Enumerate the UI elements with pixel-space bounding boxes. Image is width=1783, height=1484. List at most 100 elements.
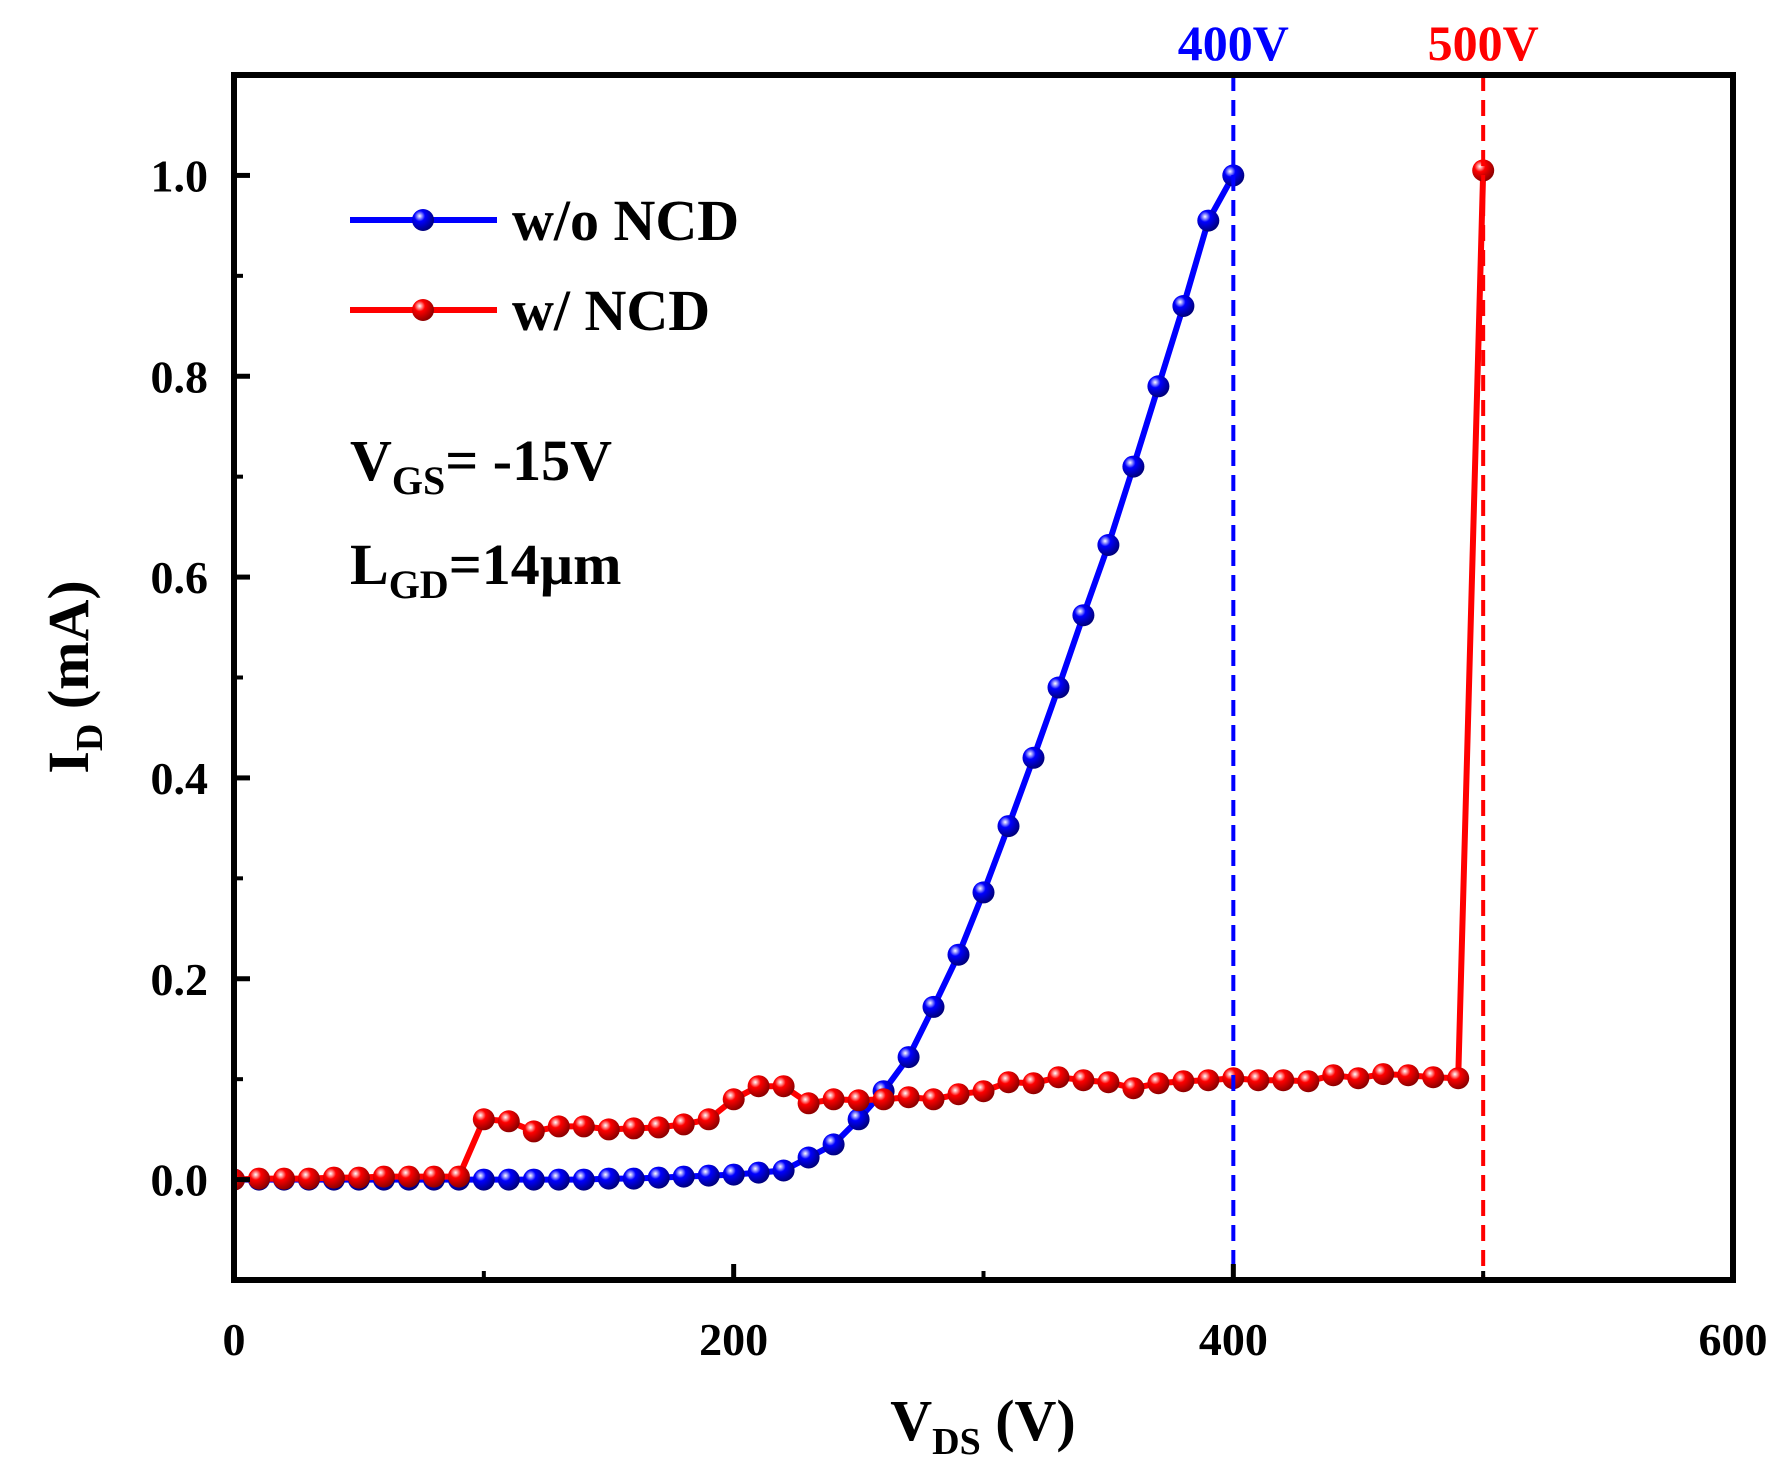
- y-axis-title-main: I: [36, 751, 101, 774]
- series-2-point: [397, 1165, 420, 1188]
- series-2-point: [847, 1089, 870, 1112]
- series-2-point: [697, 1108, 720, 1131]
- series-2-point: [772, 1075, 795, 1098]
- y-axis-title-unit: (mA): [36, 580, 101, 723]
- series-2-point: [897, 1086, 920, 1109]
- series-2-point: [1297, 1070, 1320, 1093]
- reference-line-label-500: 500V: [1428, 15, 1539, 71]
- x-tick-label: 200: [699, 1314, 768, 1365]
- series-line-1: [234, 173, 1236, 1183]
- series-2-point: [872, 1088, 895, 1111]
- series-layer: [234, 159, 1495, 1191]
- series-2-point: [822, 1088, 845, 1111]
- y-tick-label: 0.2: [151, 954, 209, 1005]
- series-1-point: [647, 1166, 670, 1189]
- series-2-point: [547, 1115, 570, 1138]
- series-1-point: [847, 1108, 870, 1131]
- legend-label: w/o NCD: [512, 188, 739, 253]
- series-1-point: [497, 1168, 520, 1191]
- series-2-point: [1272, 1069, 1295, 1092]
- reference-lines: 400V 500V: [1178, 15, 1539, 1280]
- series-1-point: [922, 995, 945, 1018]
- series-1-point: [472, 1168, 495, 1191]
- legend-label: w/ NCD: [512, 278, 710, 343]
- series-1-point: [1147, 375, 1170, 398]
- series-2-point: [597, 1118, 620, 1141]
- series-2-point: [1322, 1064, 1345, 1087]
- series-1-point: [822, 1133, 845, 1156]
- series-1-point: [722, 1163, 745, 1186]
- legend: w/o NCD w/ NCD: [350, 188, 739, 343]
- y-tick-label: 0.6: [151, 552, 209, 603]
- x-tick-label: 600: [1699, 1314, 1768, 1365]
- series-2-point: [722, 1088, 745, 1111]
- series-2-point: [422, 1165, 445, 1188]
- series-1-point: [1122, 455, 1145, 478]
- legend-swatch-marker: [412, 299, 434, 321]
- y-tick-label: 0.0: [151, 1155, 209, 1206]
- series-1-point: [1097, 534, 1120, 556]
- series-2-point: [447, 1165, 470, 1188]
- series-2-point: [972, 1080, 995, 1103]
- series-2-point: [572, 1115, 595, 1138]
- series-2-point: [1147, 1072, 1170, 1095]
- annotation-2: LGD=14µm: [350, 532, 621, 607]
- series-2-point: [472, 1108, 495, 1131]
- series-1-point: [772, 1159, 795, 1182]
- series-2-point: [1447, 1067, 1470, 1090]
- series-1-point: [947, 943, 970, 966]
- series-2-point: [1247, 1069, 1270, 1092]
- x-tick-label: 400: [1199, 1314, 1268, 1365]
- annotations: VGS= -15V LGD=14µm: [350, 428, 621, 607]
- series-1-point: [672, 1165, 695, 1188]
- series-1-point: [1172, 295, 1195, 317]
- series-2-point: [672, 1113, 695, 1136]
- series-line-2: [234, 170, 1487, 1183]
- y-axis-title-sub: D: [69, 724, 111, 751]
- series-1-point: [547, 1168, 570, 1191]
- series-1-point: [1047, 676, 1070, 699]
- series-1-point: [747, 1161, 770, 1184]
- series-2-point: [747, 1075, 770, 1098]
- series-2-point: [1047, 1066, 1070, 1089]
- series-2-point: [297, 1167, 320, 1190]
- x-axis-title-main: V: [890, 1388, 932, 1453]
- series-2-point: [322, 1166, 345, 1189]
- series-1-point: [1072, 604, 1095, 627]
- series-1-point: [1197, 209, 1220, 232]
- x-tick-label: 0: [223, 1314, 246, 1365]
- series-1-point: [797, 1146, 820, 1169]
- series-2-point: [1372, 1063, 1395, 1086]
- axis-ticks: 0 200 400 600 0.0 0.2 0.4 0.6 0.8 1.0: [151, 150, 1768, 1365]
- series-1-point: [1022, 746, 1045, 769]
- series-1-point: [697, 1164, 720, 1187]
- legend-swatch-marker: [412, 209, 434, 231]
- series-1-point: [997, 815, 1020, 838]
- reference-line-label-400: 400V: [1178, 15, 1289, 71]
- series-1-point: [597, 1167, 620, 1190]
- series-2-point: [922, 1088, 945, 1111]
- series-2-point: [497, 1110, 520, 1133]
- x-axis-title: VDS (V): [890, 1388, 1075, 1463]
- series-2-point: [1347, 1067, 1370, 1090]
- series-2-point: [1072, 1069, 1095, 1092]
- y-axis-title: ID (mA): [36, 580, 111, 773]
- series-1-point: [522, 1168, 545, 1191]
- series-2-point: [1122, 1077, 1145, 1100]
- series-1-point: [622, 1167, 645, 1190]
- y-tick-label: 0.8: [151, 351, 209, 402]
- series-2-point: [997, 1071, 1020, 1094]
- series-2-point: [347, 1166, 370, 1189]
- series-1-point: [897, 1046, 920, 1069]
- series-1-point: [572, 1168, 595, 1191]
- series-2-point: [1397, 1064, 1420, 1087]
- series-1-point: [972, 881, 995, 904]
- series-2-point: [622, 1117, 645, 1140]
- series-2-point: [947, 1083, 970, 1106]
- annotation-1: VGS= -15V: [350, 428, 612, 503]
- series-2-point: [1197, 1069, 1220, 1092]
- series-2-point: [1097, 1071, 1120, 1094]
- series-2-point: [647, 1116, 670, 1139]
- series-2-point: [1172, 1070, 1195, 1093]
- series-2-point: [248, 1167, 270, 1190]
